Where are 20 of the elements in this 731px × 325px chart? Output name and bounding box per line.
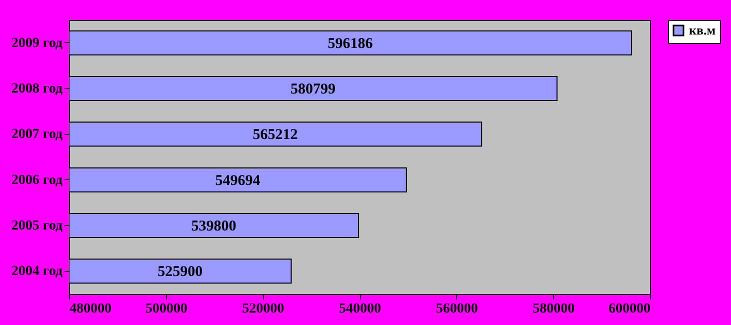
y-tick-label: 2009 год: [11, 36, 62, 51]
y-tick-label: 2006 год: [11, 172, 62, 188]
y-tick-label: 2008 год: [11, 82, 62, 96]
x-tick-label: 560000: [436, 302, 478, 316]
data-label: 549694: [215, 172, 261, 189]
data-label: 539800: [191, 218, 236, 234]
data-label: 525900: [158, 264, 203, 280]
x-tick-label: 540000: [339, 302, 381, 316]
x-tick-label: 500000: [145, 302, 188, 316]
y-tick-label: 2005 год: [11, 218, 62, 234]
y-tick-label: 2007 год: [11, 127, 62, 142]
y-tick-label: 2004 год: [11, 264, 62, 280]
data-label: 565212: [252, 127, 298, 144]
legend-label: кв.м: [689, 22, 716, 38]
x-tick-label: 480000: [70, 302, 112, 316]
x-tick-label: 520000: [242, 302, 284, 316]
x-tick-label: 600000: [608, 302, 650, 316]
x-tick-label: 580000: [532, 302, 575, 316]
data-label: 596186: [328, 36, 374, 52]
data-label: 580799: [290, 82, 336, 98]
